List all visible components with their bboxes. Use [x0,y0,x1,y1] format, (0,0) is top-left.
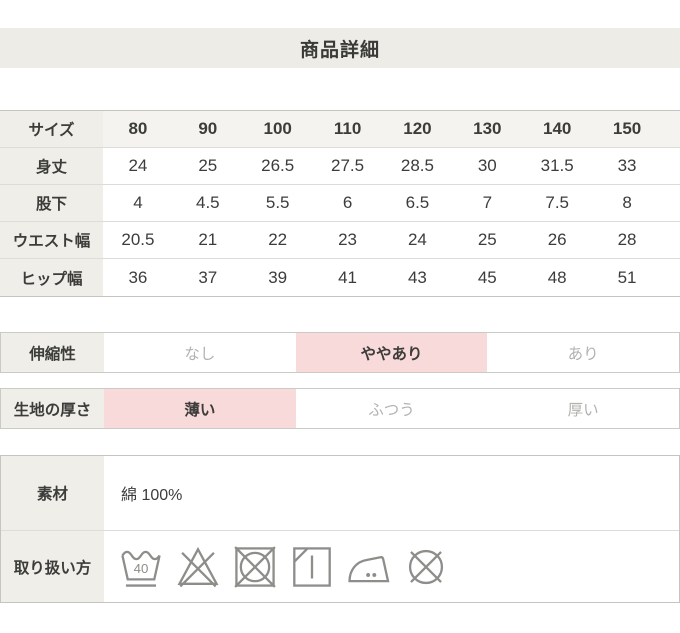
size-value-cell: 7.5 [545,193,569,212]
no-tumble-dry-icon [232,544,278,590]
svg-text:40: 40 [134,560,149,575]
attribute-option: なし [184,345,216,363]
attribute-label: 伸縮性 [1,333,104,372]
attribute-bar-thickness: 生地の厚さ 薄い ふつう 厚い [0,388,680,429]
size-value-cell: 28.5 [400,156,434,175]
size-value-cell: 41 [338,267,358,287]
size-value-cell: 45 [477,267,497,287]
size-row-label: 股下 [0,185,103,221]
size-header-cells: 80 90 100 110 120 130 140 150 [103,111,680,147]
size-value-cell: 30 [477,156,497,175]
size-value-cell: 7 [482,193,493,212]
size-table-row: ヒップ幅 36 37 39 41 43 45 48 51 [0,259,680,296]
size-value-cell: 21 [198,230,218,249]
size-column-header: 130 [473,119,502,138]
size-value-cell: 4 [133,193,143,212]
size-table-row: 股下 4 4.5 5.5 6 6.5 7 7.5 8 [0,185,680,222]
shade-hang-dry-icon [289,544,335,590]
size-value-cell: 26 [547,230,567,249]
size-value-cell: 4.5 [195,193,220,212]
material-row: 素材 綿 100% [1,456,679,531]
material-value: 綿 100% [121,487,183,504]
size-value-cell: 31.5 [540,156,574,175]
size-table-row: ウエスト幅 20.5 21 22 23 24 25 26 28 [0,222,680,259]
care-label: 取り扱い方 [1,531,104,602]
size-row-cells: 24 25 26.5 27.5 28.5 30 31.5 33 [103,148,680,184]
care-row: 取り扱い方 40 [1,531,679,602]
size-value-cell: 28 [617,230,637,249]
attribute-option-selected: 薄い [104,389,296,428]
wash-40-mild-icon: 40 [118,544,164,590]
size-value-cell: 27.5 [331,156,365,175]
size-value-cell: 23 [338,230,358,249]
size-row-cells: 4 4.5 5.5 6 6.5 7 7.5 8 [103,185,680,221]
iron-medium-icon [346,544,392,590]
size-table-header-row: サイズ 80 90 100 110 120 130 140 150 [0,111,680,148]
size-column-header: 150 [612,119,642,138]
size-column-header: 120 [403,119,432,138]
size-value-cell: 6.5 [405,193,430,212]
size-column-header: 90 [198,119,218,138]
no-dry-clean-icon [403,544,449,590]
size-value-cell: 24 [128,156,148,175]
care-icons: 40 [104,544,449,590]
size-value-cell: 20.5 [121,230,155,249]
size-value-cell: 5.5 [265,193,290,212]
attribute-label: 生地の厚さ [1,389,104,428]
size-value-cell: 37 [198,267,218,287]
size-column-header: 80 [128,119,148,138]
size-value-cell: 36 [128,267,148,287]
size-row-cells: 20.5 21 22 23 24 25 26 28 [103,222,680,258]
attribute-option: ふつう [368,401,415,419]
size-value-cell: 26.5 [261,156,295,175]
material-label: 素材 [1,456,104,530]
size-column-header: 110 [333,119,362,138]
size-table-row: 身丈 24 25 26.5 27.5 28.5 30 31.5 33 [0,148,680,185]
size-value-cell: 25 [477,230,497,249]
size-value-cell: 43 [407,267,427,287]
attribute-bar-stretch: 伸縮性 なし ややあり あり [0,332,680,373]
size-header-label: サイズ [0,111,103,147]
size-table-body: 身丈 24 25 26.5 27.5 28.5 30 31.5 33 股下 4 4.5 5.5 6 6.5 7… [0,148,680,296]
attribute-option: 厚い [567,401,599,419]
size-row-label: 身丈 [0,148,103,184]
size-value-cell: 25 [198,156,218,175]
size-value-cell: 51 [617,267,637,287]
size-table: サイズ 80 90 100 110 120 130 140 150 身丈 24 25 26.5 27.… [0,110,680,297]
no-bleach-icon [175,544,221,590]
size-value-cell: 48 [547,267,567,287]
page-title: 商品詳細 [0,28,680,68]
attribute-option: あり [567,345,599,363]
size-value-cell: 39 [268,267,288,287]
size-row-label: ウエスト幅 [0,222,103,258]
size-row-label: ヒップ幅 [0,259,103,296]
size-value-cell: 22 [268,230,288,249]
size-value-cell: 8 [622,193,632,212]
size-value-cell: 33 [617,156,637,175]
details-block: 素材 綿 100% 取り扱い方 40 [0,455,680,603]
size-value-cell: 24 [407,230,427,249]
size-column-header: 100 [263,119,292,138]
size-column-header: 140 [543,119,572,138]
size-value-cell: 6 [342,193,353,212]
size-row-cells: 36 37 39 41 43 45 48 51 [103,259,680,296]
attribute-option-selected: ややあり [295,333,488,372]
